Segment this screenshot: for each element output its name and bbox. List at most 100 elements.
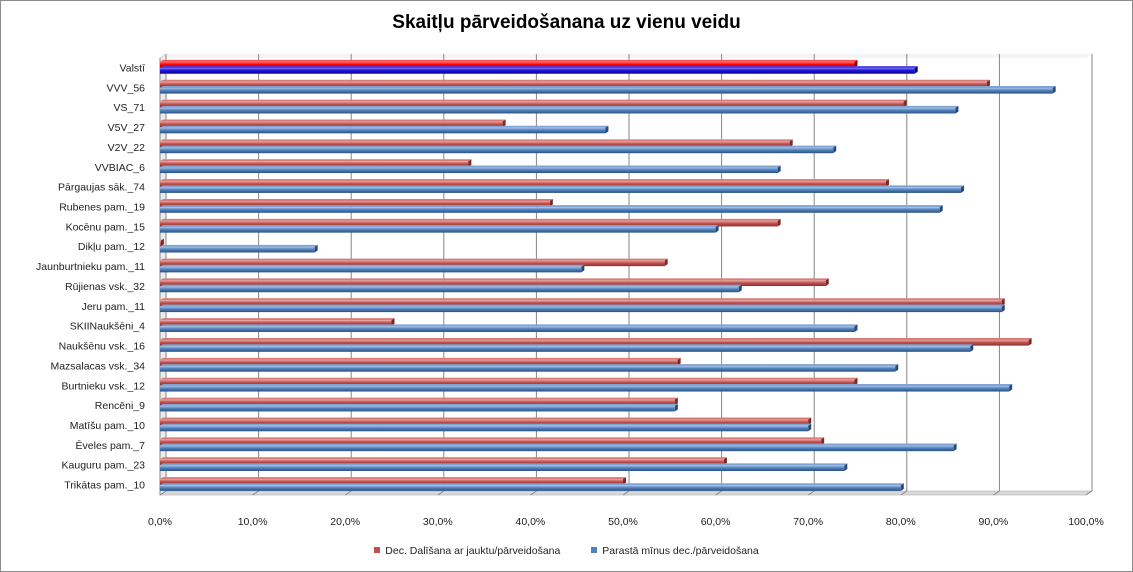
bar-top-face [160,417,812,420]
bar-end-face [314,244,318,253]
bar-end-face [821,437,825,445]
bar-top-face [160,99,907,102]
bar-front-face [160,485,901,491]
category-label: Kauguru pam._23 [62,460,146,472]
bar-dec [160,417,812,426]
bar-end-face [955,105,959,114]
bar-top-face [160,383,1013,386]
bar-front-face [160,479,623,485]
x-gridline-foot [252,490,259,496]
bar-parasta [160,145,837,154]
bar-top-face [160,338,1032,341]
bar-top-face [160,125,609,128]
bar-dec [160,119,506,128]
bar-end-face [549,198,553,207]
bar-top-face [160,423,812,426]
bar-front-face [160,359,678,366]
category-label: Valstī [120,62,146,74]
category-label: Matīšu pam._10 [70,420,145,432]
bar-end-face [677,357,681,366]
bar-front-face [160,187,961,193]
bar-dec [160,357,681,366]
bar-top-face [160,264,585,267]
bar-dec [160,318,395,326]
bar-dec [160,79,990,88]
bar-front-face [160,266,582,273]
bar-parasta [160,324,858,332]
x-gridline-foot [530,490,537,496]
bar-end-face [468,159,472,167]
bar-front-face [160,465,845,472]
category-label: Jaunburtnieku pam._11 [36,261,145,273]
bar-front-face [160,260,665,267]
legend-item-dec: Dec. Dalīšana ar jauktu/pārveidošana [374,545,560,557]
x-tick-label: 60,0% [701,516,731,528]
bar-top-face [160,463,848,466]
category-label: Burtnieku vsk._12 [62,380,146,392]
bar-parasta [160,383,1013,392]
bar-top-face [160,318,395,321]
bar-end-face [939,205,943,213]
category-label: Rubenes pam._19 [59,201,145,213]
bar-top-face [160,457,727,460]
bar-parasta [160,344,974,352]
bar-top-face [160,244,318,247]
category-label: Naukšēnu vsk._16 [59,341,146,353]
bar-top-face [160,59,858,62]
bar-end-face [1001,304,1005,313]
bar-front-face [160,320,392,326]
bar-dec [160,377,858,386]
x-gridline-foot [1085,490,1093,496]
bar-dec [160,258,668,267]
bar-dec [160,139,793,147]
legend-label-dec: Dec. Dalīšana ar jauktu/pārveidošana [385,545,561,557]
bar-end-face [664,258,668,267]
bar-parasta-highlight [160,66,918,74]
bar-end-face [903,99,907,108]
bar-top-face [160,85,1056,88]
bar-end-face [960,185,964,193]
bar-end-face [808,423,812,432]
bar-end-face [674,397,678,406]
bar-end-face [391,318,395,326]
x-tick-label: 50,0% [608,516,638,528]
bar-end-face [844,463,848,472]
x-gridline-foot [900,490,908,496]
bar-top-face [160,397,678,400]
bar-end-face [895,364,899,372]
bar-top-face [160,225,719,228]
legend-swatch-red [374,547,381,554]
bar-top-face [160,119,506,122]
bar-front-face [160,419,809,426]
bar-front-face [160,207,940,213]
bar-end-face [808,417,812,426]
bar-top-face [160,284,742,287]
bar-end-face [833,145,837,154]
bar-dec [160,338,1032,346]
bar-front-face [160,81,987,88]
bar-end-face [777,218,781,227]
bar-parasta [160,244,318,253]
bar-parasta [160,264,585,273]
bar-front-face [160,340,1029,346]
bar-top-face [160,477,626,480]
bar-parasta [160,364,899,372]
bar-end-face [1009,383,1013,392]
bar-end-face [900,483,904,491]
bar-top-face [160,139,793,142]
bar-front-face [160,141,790,147]
bar-end-face [723,457,727,465]
bar-top-face [160,179,889,182]
bar-dec [160,278,829,287]
bar-front-face [160,346,971,352]
bar-front-face [160,107,956,114]
bar-front-face [160,61,855,68]
bar-front-face [160,425,809,432]
bar-top-face [160,278,829,281]
bar-front-face [160,439,822,445]
legend-label-parasta: Parastā mīnus dec./pārveidošana [602,545,759,557]
bar-front-face [160,286,739,293]
bar-front-face [160,459,724,465]
bar-end-face [854,324,858,332]
bar-end-face [160,238,164,247]
